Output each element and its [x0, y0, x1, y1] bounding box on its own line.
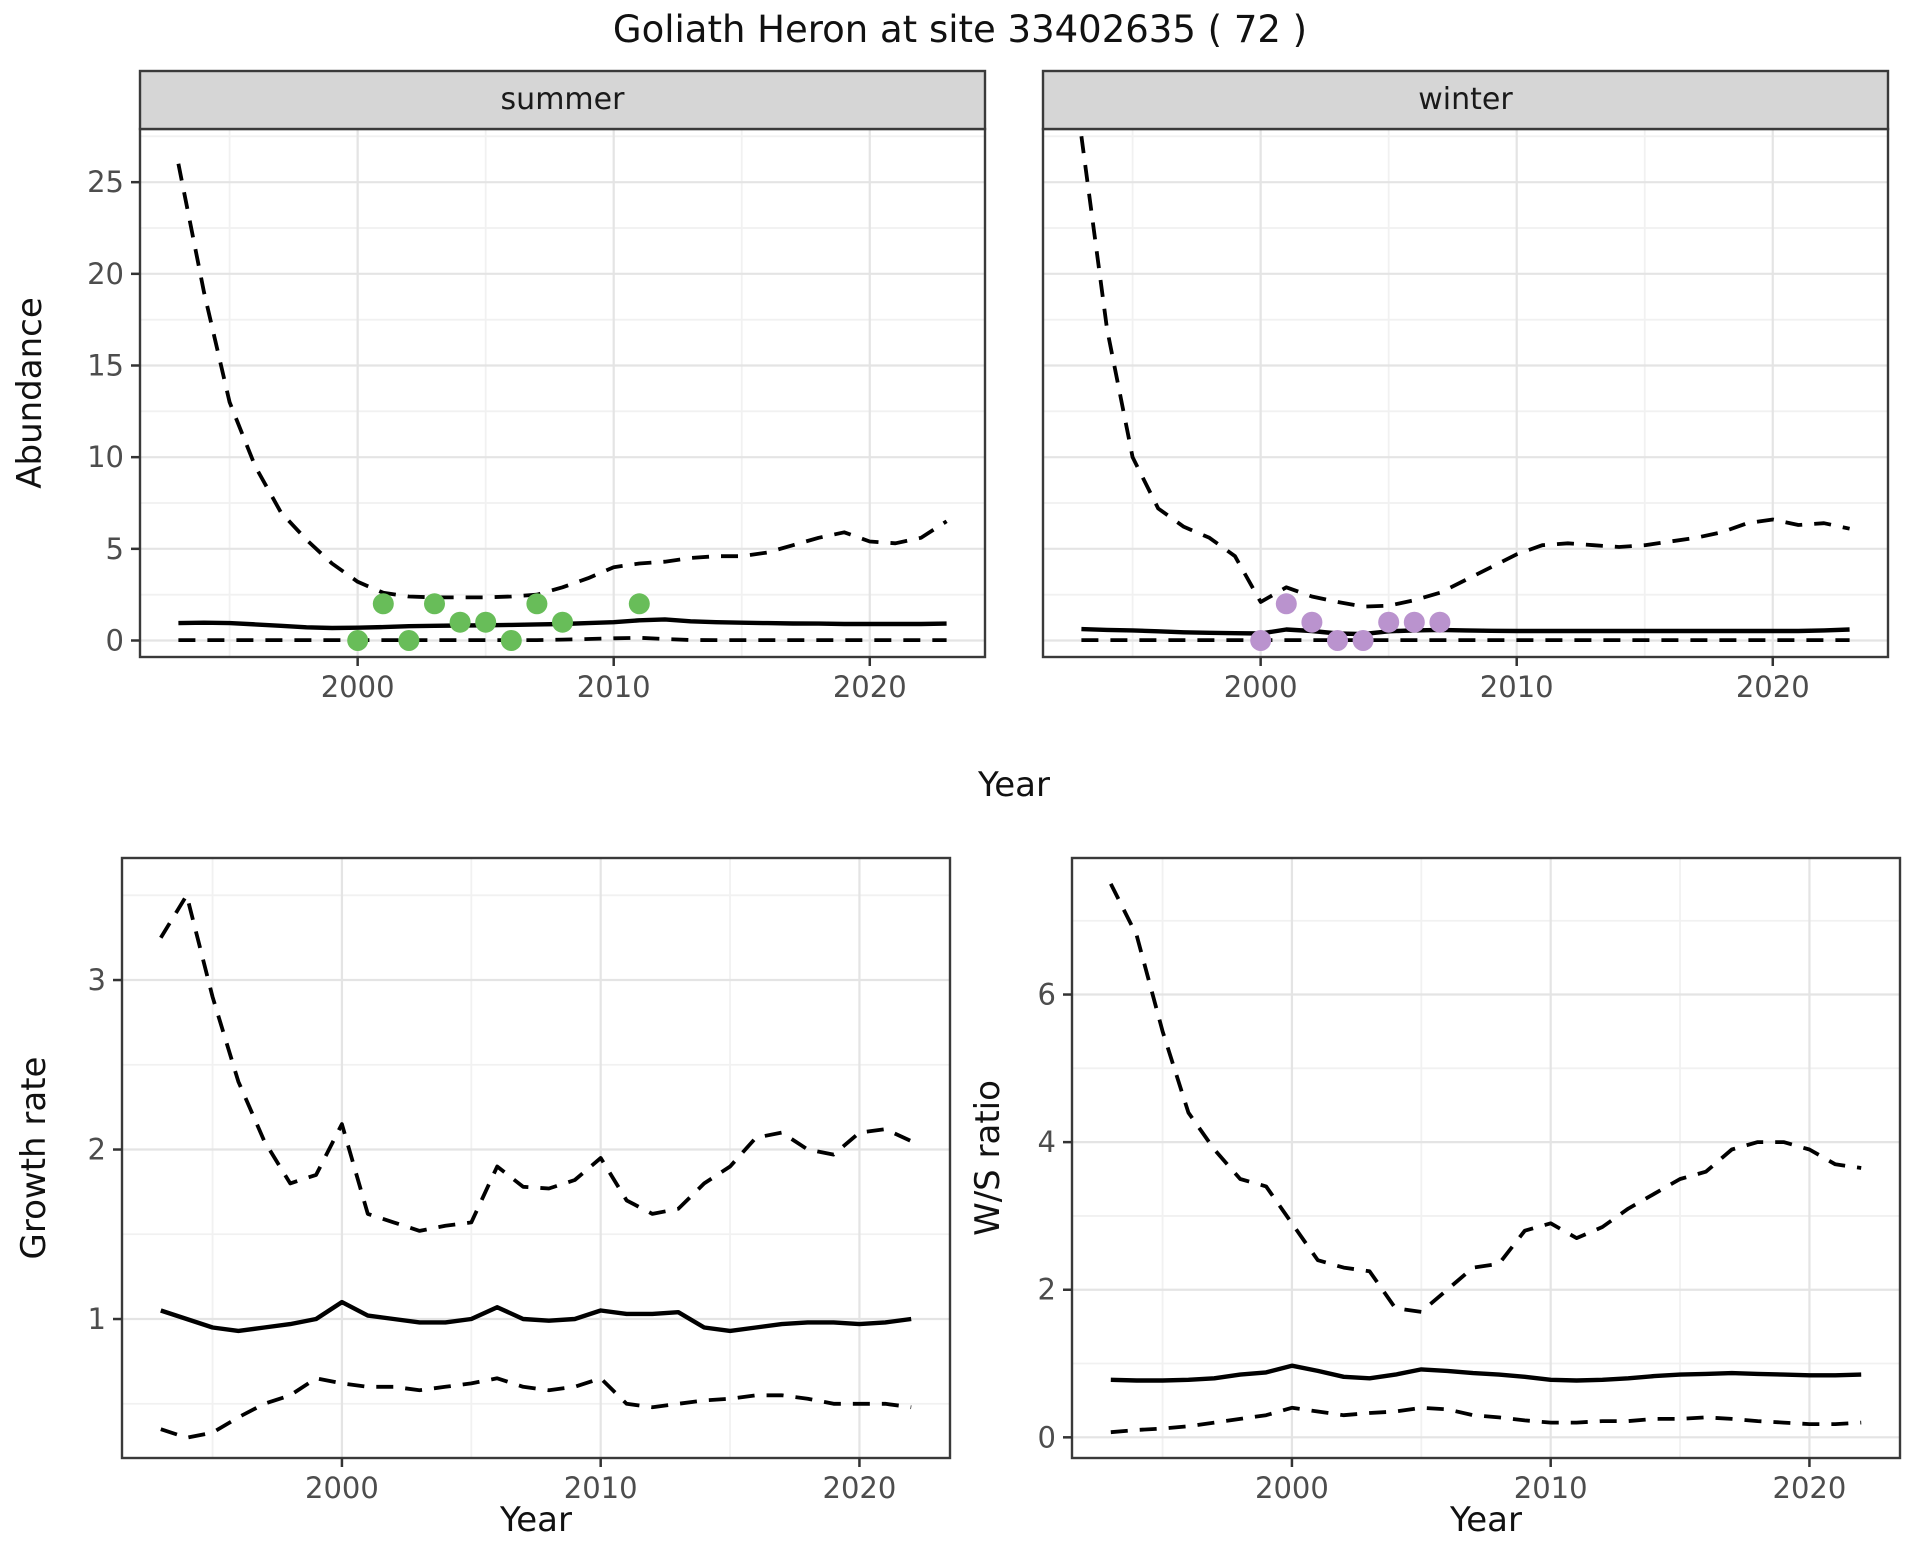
summer-observed-counts-point	[424, 593, 445, 615]
winter-facet-strip	[1041, 69, 1890, 131]
winter-observed-counts-point	[1250, 630, 1272, 651]
x-tick-label: 2000	[305, 1471, 379, 1505]
y-tick-label: 2	[1038, 1273, 1056, 1307]
x-tick-label: 2020	[1736, 670, 1810, 704]
summer-plot-area	[176, 163, 948, 651]
growth-upper-ci-line	[159, 893, 912, 1233]
y-tick-label: 20	[87, 257, 124, 291]
x-tick-label: 2010	[577, 670, 651, 704]
facet-label-summer: summer	[500, 82, 625, 117]
winter-plot-area	[1079, 136, 1850, 651]
growth-mean-line	[160, 1299, 912, 1334]
y-tick-label: 4	[1038, 1125, 1056, 1159]
x-axis-title-year-growth: Year	[500, 1500, 572, 1540]
x-tick-label: 2010	[1514, 1471, 1588, 1505]
winter-observed-counts-point	[1301, 611, 1323, 633]
x-tick-label: 2000	[1255, 1471, 1329, 1505]
ws-lower-ci-line	[1110, 1405, 1862, 1435]
summer-observed-counts-point	[398, 630, 420, 651]
ws-mean-line	[1110, 1363, 1862, 1383]
ws-upper-ci-line	[1109, 882, 1862, 1314]
y-tick-label: 6	[1038, 978, 1056, 1012]
ws-panel-border	[1070, 856, 1902, 1460]
facet-label-winter: winter	[1418, 82, 1513, 117]
ws-plot-area	[1109, 882, 1862, 1435]
y-tick-label: 10	[87, 440, 124, 474]
growth-panel-border	[120, 856, 952, 1460]
x-tick-label: 2020	[833, 670, 907, 704]
summer-lower-ci-line	[178, 635, 947, 642]
y-tick-label: 15	[87, 349, 124, 383]
x-tick-label: 2020	[1773, 1471, 1847, 1505]
y-tick-label: 0	[106, 624, 124, 658]
summer-upper-ci-line	[176, 163, 948, 600]
summer-observed-counts-point	[500, 630, 522, 651]
y-tick-label: 1	[88, 1302, 106, 1336]
y-axis-title-abundance: Abundance	[10, 297, 50, 489]
x-axis-title-year-top: Year	[978, 765, 1050, 805]
y-tick-label: 5	[106, 532, 124, 566]
summer-observed-counts-point	[526, 593, 548, 615]
winter-observed-counts-point	[1403, 611, 1425, 633]
x-axis-title-year-ws: Year	[1450, 1500, 1522, 1540]
x-tick-label: 2020	[823, 1471, 897, 1505]
summer-observed-counts-point	[552, 611, 573, 633]
summer-panel-border	[138, 127, 987, 659]
summer-facet-strip	[138, 69, 987, 131]
growth-lower-ci-line	[160, 1376, 912, 1440]
summer-observed-counts-point	[372, 593, 394, 615]
y-tick-label: 25	[87, 165, 124, 199]
winter-observed-counts-point	[1429, 611, 1451, 633]
summer-observed-counts-point	[475, 611, 497, 633]
winter-upper-ci-line	[1079, 136, 1850, 609]
x-tick-label: 2000	[1224, 670, 1298, 704]
winter-observed-counts-point	[1275, 593, 1297, 615]
summer-observed-counts-point	[628, 593, 650, 615]
y-axis-title-growth-rate: Growth rate	[14, 1056, 54, 1260]
growth-plot-area	[159, 893, 912, 1440]
winter-observed-counts-point	[1352, 630, 1374, 651]
x-tick-label: 2010	[1480, 670, 1554, 704]
chart-title: Goliath Heron at site 33402635 ( 72 )	[612, 8, 1308, 51]
y-tick-label: 0	[1038, 1420, 1056, 1454]
winter-observed-counts-point	[1327, 630, 1348, 651]
y-axis-title-ws-ratio: W/S ratio	[968, 1080, 1008, 1236]
x-tick-label: 2010	[564, 1471, 638, 1505]
y-tick-label: 3	[88, 963, 106, 997]
winter-panel-border	[1041, 127, 1890, 659]
x-tick-label: 2000	[321, 670, 395, 704]
summer-observed-counts-point	[449, 611, 471, 633]
summer-observed-counts-point	[347, 630, 369, 651]
winter-observed-counts-point	[1378, 611, 1400, 633]
y-tick-label: 2	[88, 1133, 106, 1167]
winter-mean-line	[1081, 626, 1850, 637]
